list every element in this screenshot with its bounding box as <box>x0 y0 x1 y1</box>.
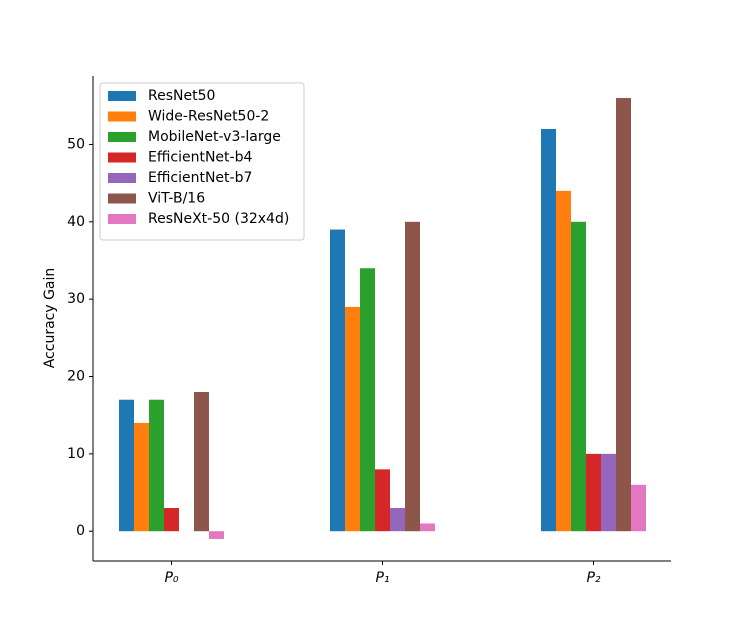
legend-label: EfficientNet-b7 <box>148 170 252 186</box>
bar <box>164 508 179 532</box>
legend-swatch <box>108 111 136 122</box>
y-axis-label: Accuracy Gain <box>42 268 58 369</box>
bar <box>134 422 149 532</box>
legend-swatch <box>108 152 136 163</box>
bar <box>616 98 631 532</box>
legend-label: ResNeXt-50 (32x4d) <box>148 211 289 227</box>
y-tick-label: 30 <box>67 291 85 307</box>
bar <box>119 399 134 532</box>
x-tick-label: P₂ <box>586 570 600 586</box>
bar <box>586 453 601 532</box>
bar <box>209 531 224 539</box>
y-tick-label: 10 <box>67 446 85 462</box>
bar <box>375 469 390 532</box>
legend-label: Wide-ResNet50-2 <box>148 109 269 125</box>
x-tick-label: P₀ <box>164 570 178 586</box>
bar <box>601 453 616 532</box>
bar <box>149 399 164 532</box>
y-tick-label: 40 <box>67 214 85 230</box>
legend-label: ResNet50 <box>148 88 215 104</box>
bar <box>556 190 571 532</box>
legend-label: MobileNet-v3-large <box>148 129 281 145</box>
bar <box>345 306 360 532</box>
legend-swatch <box>108 173 136 183</box>
bar <box>571 221 586 532</box>
bar <box>360 268 375 532</box>
legend-box <box>99 82 305 241</box>
bar <box>420 523 435 532</box>
bar <box>194 391 209 532</box>
legend-swatch <box>108 132 136 142</box>
bar <box>405 221 420 532</box>
bar <box>541 128 556 532</box>
x-tick-label: P₁ <box>375 570 389 586</box>
y-tick-label: 50 <box>67 136 85 152</box>
legend-swatch <box>108 91 136 101</box>
legend-label: ViT-B/16 <box>148 191 205 207</box>
bar <box>390 508 405 532</box>
legend-label: EfficientNet-b4 <box>148 150 252 166</box>
legend-swatch <box>108 193 136 204</box>
legend-swatch <box>108 214 136 224</box>
bar <box>631 484 646 532</box>
bar <box>330 229 345 532</box>
y-tick-label: 20 <box>67 369 85 385</box>
y-tick-label: 0 <box>76 523 85 539</box>
